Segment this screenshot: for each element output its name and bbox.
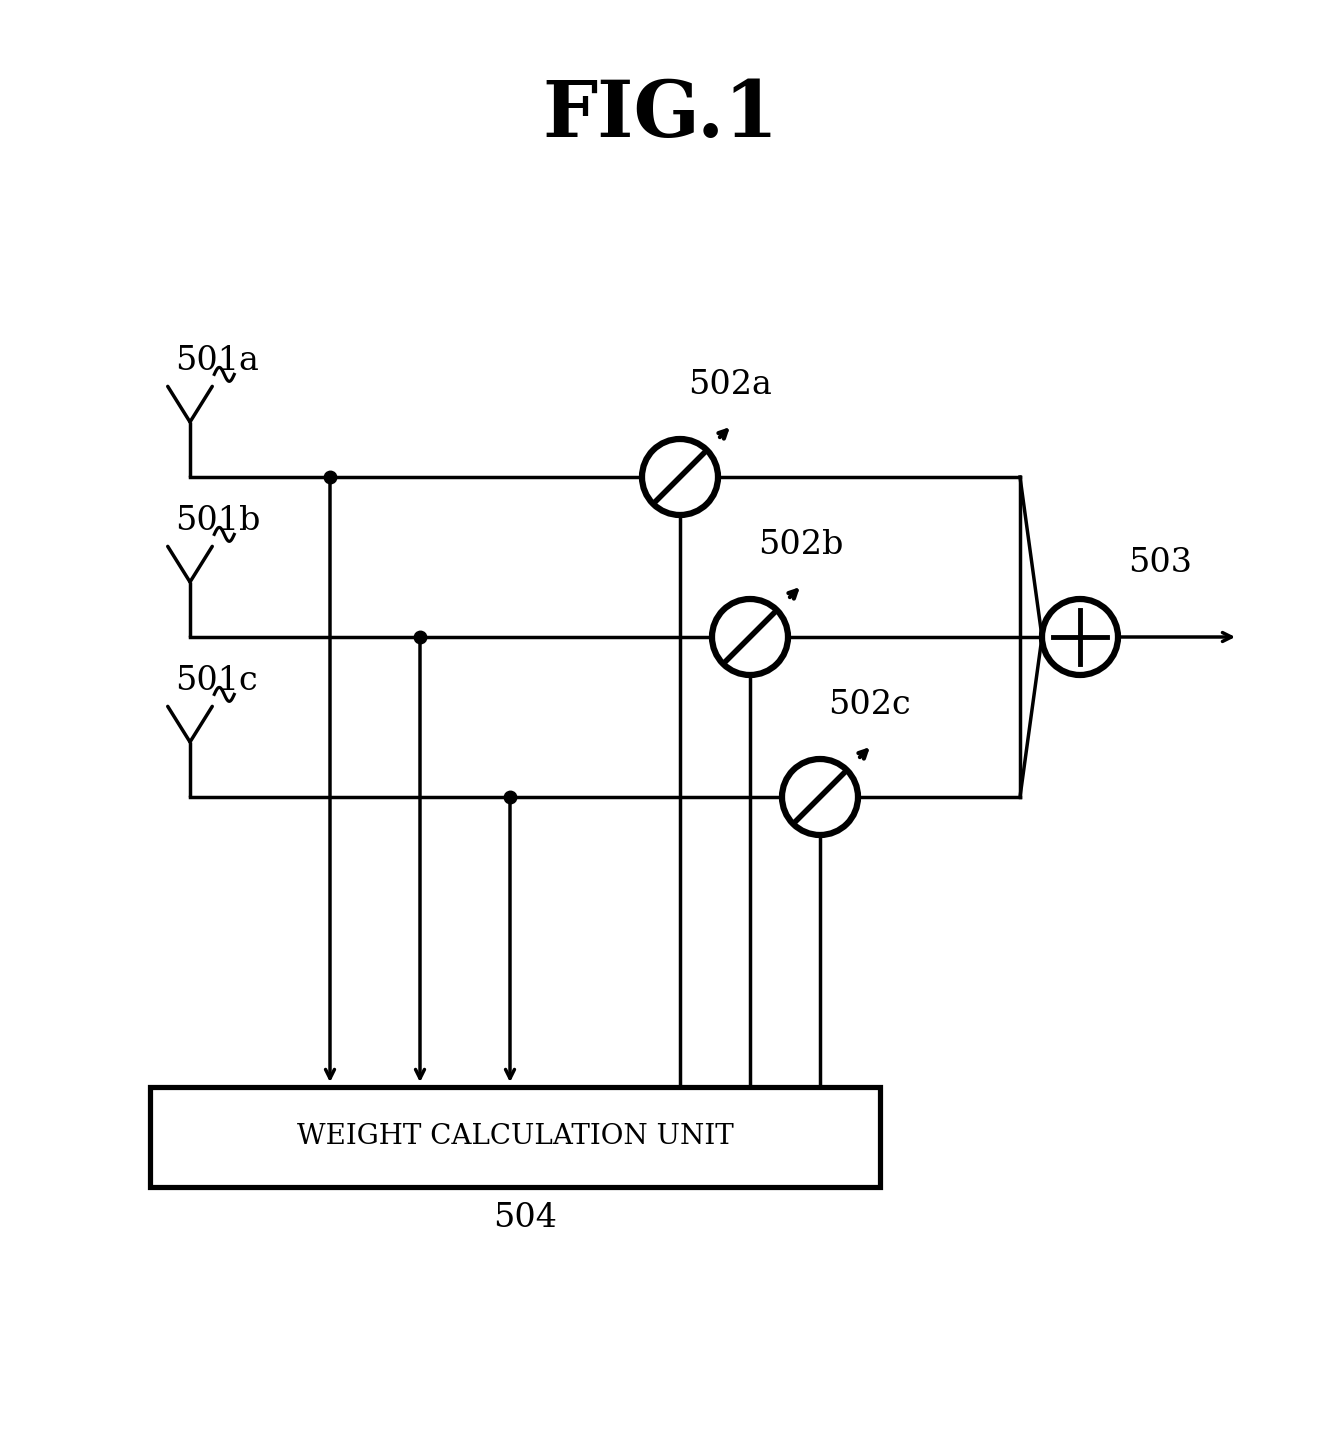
Text: 502b: 502b bbox=[758, 529, 843, 560]
Circle shape bbox=[711, 599, 788, 675]
Text: FIG.1: FIG.1 bbox=[543, 78, 777, 152]
Text: 501a: 501a bbox=[176, 345, 259, 376]
Text: WEIGHT CALCULATION UNIT: WEIGHT CALCULATION UNIT bbox=[297, 1124, 734, 1151]
Circle shape bbox=[781, 759, 858, 835]
Text: 503: 503 bbox=[1129, 547, 1192, 579]
Text: 501b: 501b bbox=[176, 504, 260, 537]
Bar bbox=[150, 1086, 880, 1187]
Circle shape bbox=[1041, 599, 1118, 675]
Text: 501c: 501c bbox=[176, 665, 257, 697]
Text: 502c: 502c bbox=[828, 688, 911, 721]
Text: 502a: 502a bbox=[688, 369, 772, 401]
Text: 504: 504 bbox=[494, 1201, 557, 1234]
Circle shape bbox=[642, 438, 718, 514]
